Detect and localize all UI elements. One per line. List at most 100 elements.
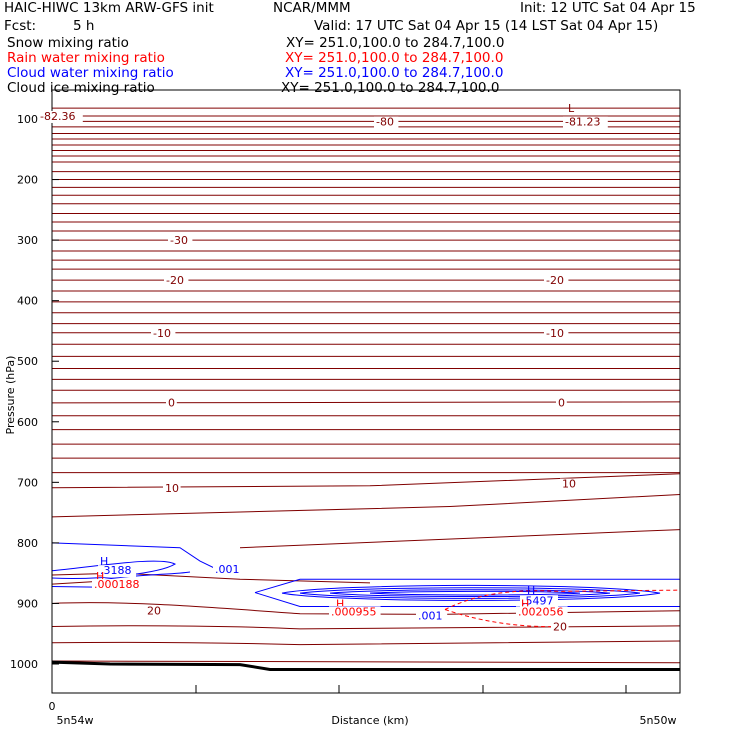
temperature-contour-label: -20 — [166, 274, 184, 287]
label-background — [163, 482, 181, 495]
label-background — [38, 110, 83, 123]
plot-frame — [51, 89, 681, 694]
y-tick-label: 800 — [17, 537, 38, 550]
fcst-label: Fcst: — [4, 18, 37, 34]
label-background — [151, 327, 176, 340]
isotherm-line — [51, 660, 681, 664]
label-background — [556, 397, 567, 410]
cloud-water-high-marker: H — [527, 584, 535, 597]
cloud-water-max-left: .3188 — [100, 564, 132, 577]
x-endpoint-left: 5n54w — [57, 714, 94, 727]
low-min-value: -81.23 — [565, 115, 600, 128]
cloud-water-contour — [281, 584, 661, 601]
cloud-water-contour-label: .001 — [418, 610, 443, 623]
y-tick-label: 700 — [17, 476, 38, 489]
label-background — [416, 610, 448, 623]
valid-time: Valid: 17 UTC Sat 04 Apr 15 (14 LST Sat … — [314, 18, 659, 34]
isotherm-line — [51, 602, 681, 615]
temperature-contour-label: -10 — [153, 327, 171, 340]
label-background — [520, 595, 558, 608]
x-endpoint-right: 5n50w — [640, 714, 677, 727]
rain-contour — [444, 609, 561, 628]
model-title: HAIC-HIWC 13km ARW-GFS init — [4, 0, 214, 16]
cloud-water-max-right: .5497 — [522, 594, 554, 607]
temperature-contour-label: -20 — [546, 274, 564, 287]
snow-field-name: Snow mixing ratio — [7, 35, 129, 51]
rain-high-marker: H — [521, 597, 529, 610]
label-background — [98, 565, 136, 578]
label-background — [145, 605, 163, 618]
ground-line — [51, 660, 680, 671]
temperature-contour-label: 10 — [562, 478, 576, 491]
rain-max-right: .002056 — [518, 605, 564, 618]
temperature-contour-label: 0 — [558, 396, 565, 409]
y-tick-label: 200 — [17, 174, 38, 187]
rain-max-left: .000188 — [94, 578, 140, 591]
y-tick-label: 600 — [17, 416, 38, 429]
rain-field-xy: XY= 251.0,100.0 to 284.7,100.0 — [285, 50, 504, 66]
isotherm-line — [51, 572, 371, 584]
cloud-water-contour — [329, 589, 611, 598]
x-axis-zero-label: 0 — [49, 700, 56, 713]
label-background — [516, 606, 568, 619]
isotherm-line — [51, 640, 681, 646]
y-tick-label: 100 — [17, 113, 38, 126]
init-time: Init: 12 UTC Sat 04 Apr 15 — [520, 0, 696, 16]
cloud-water-contour — [369, 590, 581, 596]
temperature-contours — [51, 107, 681, 664]
isotherm-line — [51, 493, 681, 518]
temperature-contour-label: 20 — [147, 605, 161, 618]
isotherm-line — [51, 473, 681, 489]
x-axis-ticks — [51, 685, 627, 693]
y-tick-label: 900 — [17, 597, 38, 610]
label-background — [563, 116, 608, 129]
ground-surface-line — [51, 660, 680, 671]
temperature-contour-label: 20 — [553, 620, 567, 633]
temperature-contour-label: -30 — [170, 234, 188, 247]
rain-contour — [444, 589, 681, 610]
rain-water-contours — [444, 589, 681, 628]
cloud-water-field-xy: XY= 251.0,100.0 to 284.7,100.0 — [285, 65, 504, 81]
label-background — [560, 478, 578, 491]
label-background — [213, 563, 245, 576]
isotherm-line — [51, 401, 681, 404]
cloud-ice-field-name: Cloud ice mixing ratio — [7, 80, 155, 96]
cloud-water-field-name: Cloud water mixing ratio — [7, 65, 174, 81]
label-background — [92, 579, 144, 592]
y-tick-label: 300 — [17, 234, 38, 247]
contour-labels: -80 -30 -20 -20 -10 -10 0 0 10 10 20 20 -82.36 -81.23… — [38, 102, 608, 634]
x-axis-label: Distance (km) — [331, 714, 408, 727]
rain-field-name: Rain water mixing ratio — [7, 50, 165, 66]
temperature-contour-label: -10 — [546, 327, 564, 340]
rain-max-mid: .000955 — [331, 605, 377, 618]
label-background — [544, 275, 569, 288]
isotherm-line — [51, 625, 681, 630]
cloud-water-contour — [51, 560, 177, 579]
min-value-label: -82.36 — [40, 110, 75, 123]
label-background — [551, 621, 569, 634]
label-background — [168, 235, 193, 248]
label-background — [164, 275, 189, 288]
cloud-water-contour — [254, 578, 680, 594]
snow-field-xy: XY= 251.0,100.0 to 284.7,100.0 — [286, 35, 505, 51]
y-axis-label: Pressure (hPa) — [4, 356, 17, 435]
temperature-contour-label: 0 — [168, 396, 175, 409]
y-tick-label: 400 — [17, 295, 38, 308]
temperature-contour-label: -80 — [376, 115, 394, 128]
y-tick-label: 1000 — [10, 658, 38, 671]
label-background — [329, 606, 381, 619]
y-tick-label: 500 — [17, 355, 38, 368]
cloud-water-high-marker: H — [100, 555, 108, 568]
cloud-ice-field-xy: XY= 251.0,100.0 to 284.7,100.0 — [281, 80, 500, 96]
y-axis-ticks: 100 200 300 400 500 600 700 800 900 1000 — [10, 113, 59, 671]
fcst-value: 5 h — [73, 18, 95, 34]
label-background — [374, 116, 399, 129]
rain-high-marker: H — [336, 597, 344, 610]
low-marker: L — [568, 102, 575, 115]
temperature-contour-label: 10 — [165, 482, 179, 495]
plot-border — [51, 89, 681, 694]
org-label: NCAR/MMM — [273, 0, 351, 16]
cloud-water-contour-label: .001 — [215, 563, 240, 576]
cloud-water-contour — [299, 587, 641, 599]
isotherm-line — [239, 529, 681, 549]
